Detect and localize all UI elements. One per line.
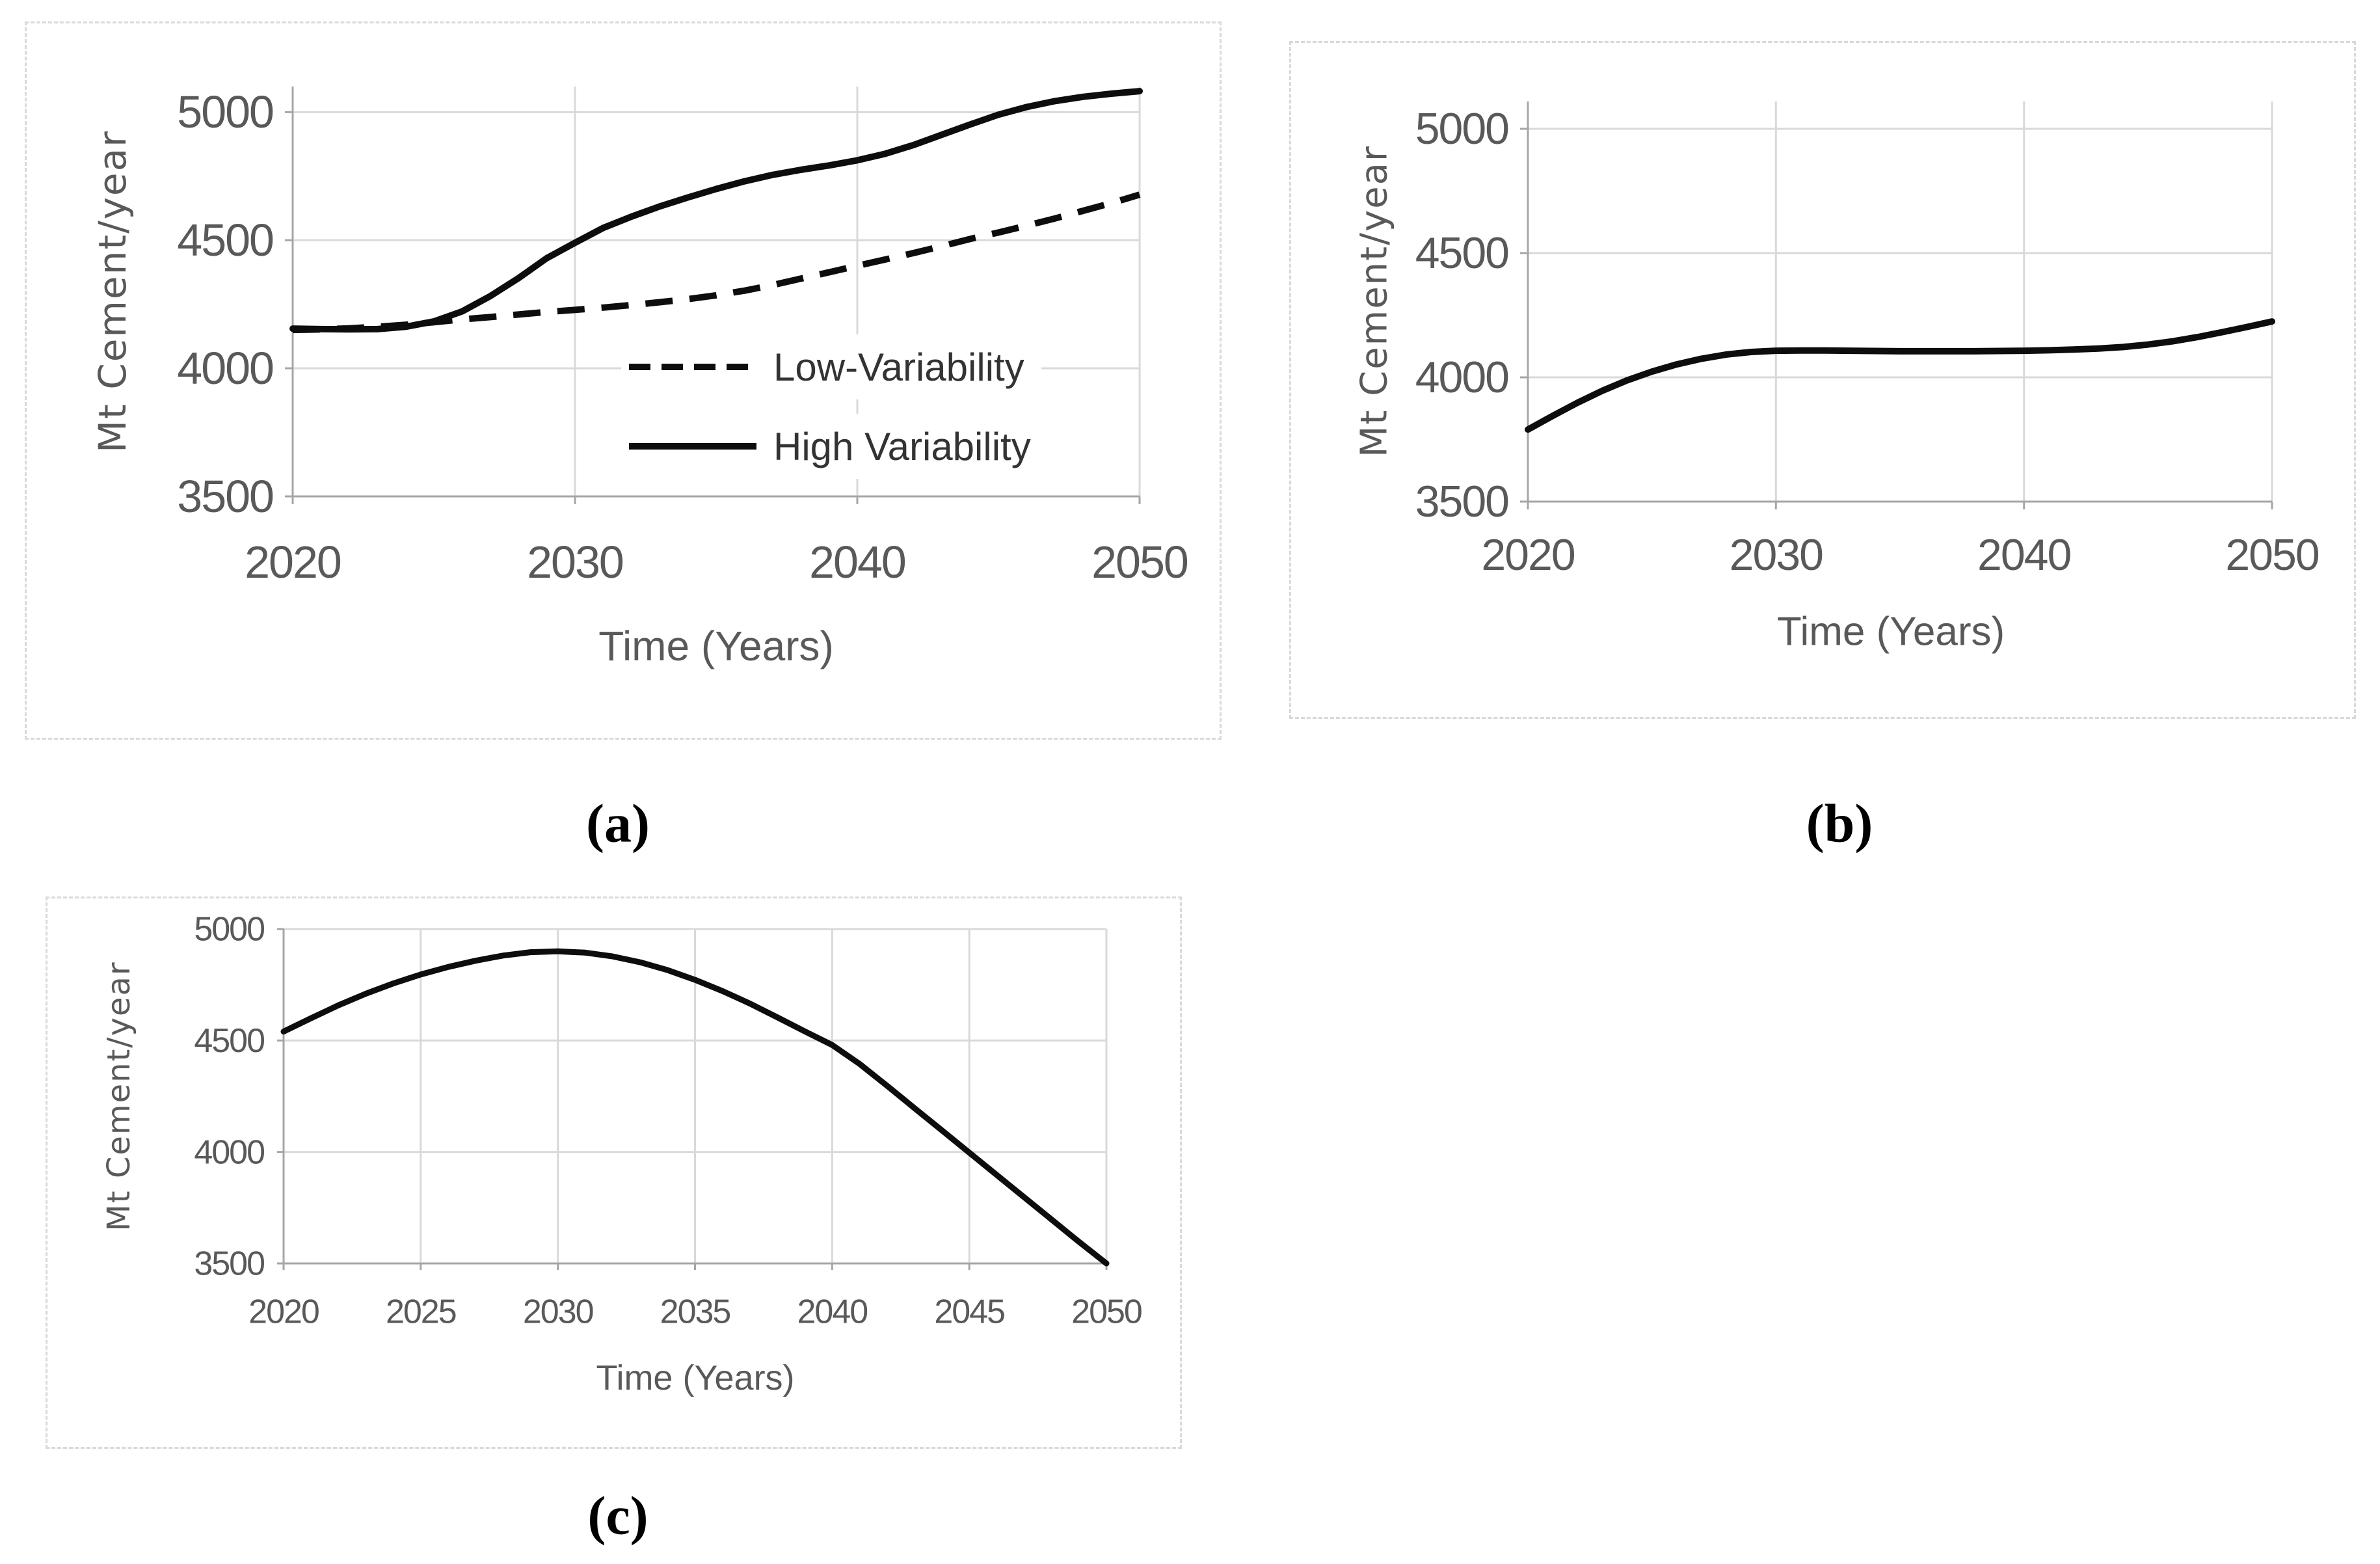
y-tick-label-5000: 5000: [1415, 104, 1508, 154]
chart-c-y-axis-title: Mt Cement/year: [101, 961, 137, 1232]
x-tick-label-2050: 2050: [1071, 1293, 1142, 1331]
x-tick-label-2040: 2040: [809, 537, 905, 587]
x-tick-label-2045: 2045: [934, 1293, 1004, 1331]
legend-label-low-variability: Low-Variability: [773, 345, 1024, 389]
x-tick-label-2020: 2020: [1481, 530, 1574, 580]
y-tick-label-3500: 3500: [1415, 477, 1508, 526]
x-tick-label-2050: 2050: [1091, 537, 1188, 587]
series-line-Low-Variability: [292, 191, 1141, 334]
chart-b-x-axis-title: Time (Years): [1776, 609, 2005, 654]
chart-a-y-axis-title: Mt Cement/year: [90, 129, 135, 453]
x-tick-label-2030: 2030: [523, 1293, 593, 1331]
chart-b-plot: 2020 2030 2040 2050 3500 4000 4500 5000: [1415, 101, 2320, 580]
series-line-b: [1525, 318, 2275, 433]
y-tick-label-4500: 4500: [194, 1022, 264, 1060]
legend-label-high-variability: High Variability: [773, 424, 1031, 468]
legend-dashed-line-sample: [629, 364, 756, 370]
y-tick-label-5000: 5000: [194, 911, 264, 949]
figure-panel-c: 2020 2025 2030 2035 2040 2045 2050 3500 4000 4500…: [46, 897, 1182, 1449]
y-tick-label-5000: 5000: [177, 87, 273, 137]
panel-caption-a: (a): [586, 793, 650, 854]
chart-a-plot: 2020 2030 2040 2050 3500 4000 4500 5000: [177, 87, 1189, 587]
panel-caption-c: (c): [587, 1485, 648, 1546]
chart-b-y-axis-title: Mt Cement/year: [1353, 145, 1396, 457]
series-line-High Variability: [289, 88, 1143, 333]
x-tick-label-2050: 2050: [2225, 530, 2318, 580]
y-tick-label-4000: 4000: [177, 343, 273, 394]
y-tick-label-4500: 4500: [177, 215, 273, 265]
legend-item-low-variability: Low-Variability: [621, 334, 1041, 399]
chart-a-legend: Low-Variability High Variability: [621, 334, 1041, 479]
legend-solid-line-sample: [629, 443, 756, 450]
x-tick-label-2030: 2030: [1730, 530, 1823, 580]
x-tick-label-2040: 2040: [1977, 530, 2070, 580]
x-tick-label-2020: 2020: [245, 537, 341, 587]
chart-c-plot: 2020 2025 2030 2035 2040 2045 2050 3500 4000 4500…: [194, 911, 1143, 1331]
y-tick-label-4500: 4500: [1415, 228, 1508, 278]
y-tick-label-3500: 3500: [194, 1245, 264, 1283]
x-tick-label-2040: 2040: [797, 1293, 867, 1331]
y-tick-label-4000: 4000: [194, 1133, 264, 1171]
chart-a-x-axis-title: Time (Years): [598, 623, 834, 669]
y-tick-label-3500: 3500: [177, 471, 273, 522]
y-tick-label-4000: 4000: [1415, 353, 1508, 402]
x-tick-label-2035: 2035: [660, 1293, 730, 1331]
panel-caption-b: (b): [1806, 793, 1873, 854]
x-tick-label-2020: 2020: [248, 1293, 319, 1331]
legend-item-high-variability: High Variability: [621, 414, 1041, 479]
x-tick-label-2025: 2025: [386, 1293, 456, 1331]
chart-c-x-axis-title: Time (Years): [596, 1358, 795, 1397]
figure-panel-a: 2020 2030 2040 2050 3500 4000 4500 5000 Mt Ceme…: [25, 21, 1222, 740]
x-tick-label-2030: 2030: [527, 537, 623, 587]
series-line-c: [280, 948, 1110, 1267]
figure-panel-b: 2020 2030 2040 2050 3500 4000 4500 5000 Mt Ceme…: [1289, 41, 2356, 719]
